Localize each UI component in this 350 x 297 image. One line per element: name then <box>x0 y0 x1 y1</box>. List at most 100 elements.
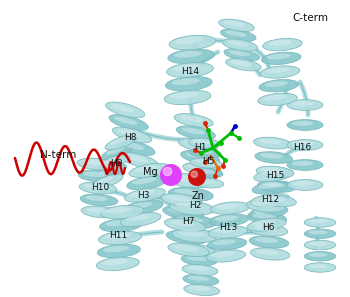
Ellipse shape <box>287 159 323 170</box>
Ellipse shape <box>256 166 294 178</box>
Text: H15: H15 <box>266 170 284 179</box>
Ellipse shape <box>161 193 202 207</box>
Ellipse shape <box>91 174 123 189</box>
Ellipse shape <box>287 99 323 110</box>
Ellipse shape <box>105 135 137 150</box>
Ellipse shape <box>118 129 141 137</box>
Ellipse shape <box>262 182 285 187</box>
Ellipse shape <box>308 241 327 246</box>
Ellipse shape <box>287 140 323 150</box>
Ellipse shape <box>215 215 238 221</box>
Ellipse shape <box>184 284 220 296</box>
Text: H9: H9 <box>110 159 122 168</box>
Ellipse shape <box>259 139 281 144</box>
Ellipse shape <box>104 233 130 239</box>
Ellipse shape <box>167 174 212 188</box>
Ellipse shape <box>263 95 287 100</box>
Ellipse shape <box>259 170 282 177</box>
Text: Mg: Mg <box>144 167 158 177</box>
Ellipse shape <box>186 152 209 159</box>
Ellipse shape <box>188 165 211 171</box>
Ellipse shape <box>247 212 287 224</box>
Ellipse shape <box>126 214 150 221</box>
Ellipse shape <box>304 263 336 272</box>
Ellipse shape <box>180 244 216 256</box>
Ellipse shape <box>209 214 249 226</box>
Ellipse shape <box>287 180 323 190</box>
Ellipse shape <box>287 120 323 130</box>
Ellipse shape <box>179 115 203 122</box>
Ellipse shape <box>261 52 301 64</box>
Ellipse shape <box>224 21 245 27</box>
Text: H16: H16 <box>293 143 311 152</box>
Ellipse shape <box>212 239 236 245</box>
Ellipse shape <box>219 19 254 31</box>
Ellipse shape <box>189 286 210 291</box>
Ellipse shape <box>256 195 279 201</box>
Ellipse shape <box>193 149 213 154</box>
Ellipse shape <box>181 255 217 266</box>
Ellipse shape <box>106 146 125 155</box>
Ellipse shape <box>193 139 212 144</box>
Text: H14: H14 <box>181 67 199 77</box>
Circle shape <box>191 171 197 177</box>
Ellipse shape <box>308 219 327 223</box>
Ellipse shape <box>256 249 279 255</box>
Ellipse shape <box>168 208 193 214</box>
Ellipse shape <box>304 252 336 261</box>
Ellipse shape <box>102 145 134 160</box>
Ellipse shape <box>191 178 224 188</box>
Text: C-term: C-term <box>292 13 328 23</box>
Ellipse shape <box>224 49 259 61</box>
Ellipse shape <box>254 237 278 243</box>
Text: H2: H2 <box>189 200 201 209</box>
Ellipse shape <box>174 113 213 127</box>
Ellipse shape <box>129 163 170 178</box>
Ellipse shape <box>246 200 286 212</box>
Text: H7: H7 <box>182 217 194 227</box>
Ellipse shape <box>167 195 191 202</box>
Ellipse shape <box>261 168 284 173</box>
Ellipse shape <box>185 246 206 251</box>
Ellipse shape <box>230 60 252 66</box>
Ellipse shape <box>304 240 336 250</box>
Ellipse shape <box>86 208 109 213</box>
Ellipse shape <box>98 166 118 174</box>
Ellipse shape <box>222 39 258 51</box>
Ellipse shape <box>174 189 201 195</box>
Ellipse shape <box>226 59 261 71</box>
Ellipse shape <box>127 176 168 190</box>
Ellipse shape <box>102 259 128 265</box>
Ellipse shape <box>181 151 220 164</box>
Ellipse shape <box>80 194 118 206</box>
Ellipse shape <box>304 229 336 238</box>
Ellipse shape <box>208 226 248 238</box>
Ellipse shape <box>254 137 291 149</box>
Ellipse shape <box>82 160 105 165</box>
Ellipse shape <box>176 126 215 140</box>
Ellipse shape <box>101 205 144 219</box>
Ellipse shape <box>98 231 141 245</box>
Ellipse shape <box>106 207 132 213</box>
Ellipse shape <box>211 251 235 257</box>
Ellipse shape <box>216 203 239 209</box>
Ellipse shape <box>250 194 289 206</box>
Ellipse shape <box>252 181 291 194</box>
Ellipse shape <box>248 206 288 219</box>
Ellipse shape <box>171 215 216 229</box>
Ellipse shape <box>308 230 327 234</box>
Ellipse shape <box>292 101 313 106</box>
Ellipse shape <box>248 224 288 236</box>
Text: H6: H6 <box>262 224 274 233</box>
Ellipse shape <box>166 76 212 91</box>
Ellipse shape <box>96 257 139 271</box>
Ellipse shape <box>210 202 250 214</box>
Ellipse shape <box>254 169 293 182</box>
Ellipse shape <box>292 181 313 186</box>
Ellipse shape <box>105 220 131 226</box>
Text: H8: H8 <box>124 133 136 143</box>
Text: H11: H11 <box>109 230 127 239</box>
Ellipse shape <box>184 140 207 147</box>
Ellipse shape <box>109 137 128 145</box>
Ellipse shape <box>250 248 290 260</box>
